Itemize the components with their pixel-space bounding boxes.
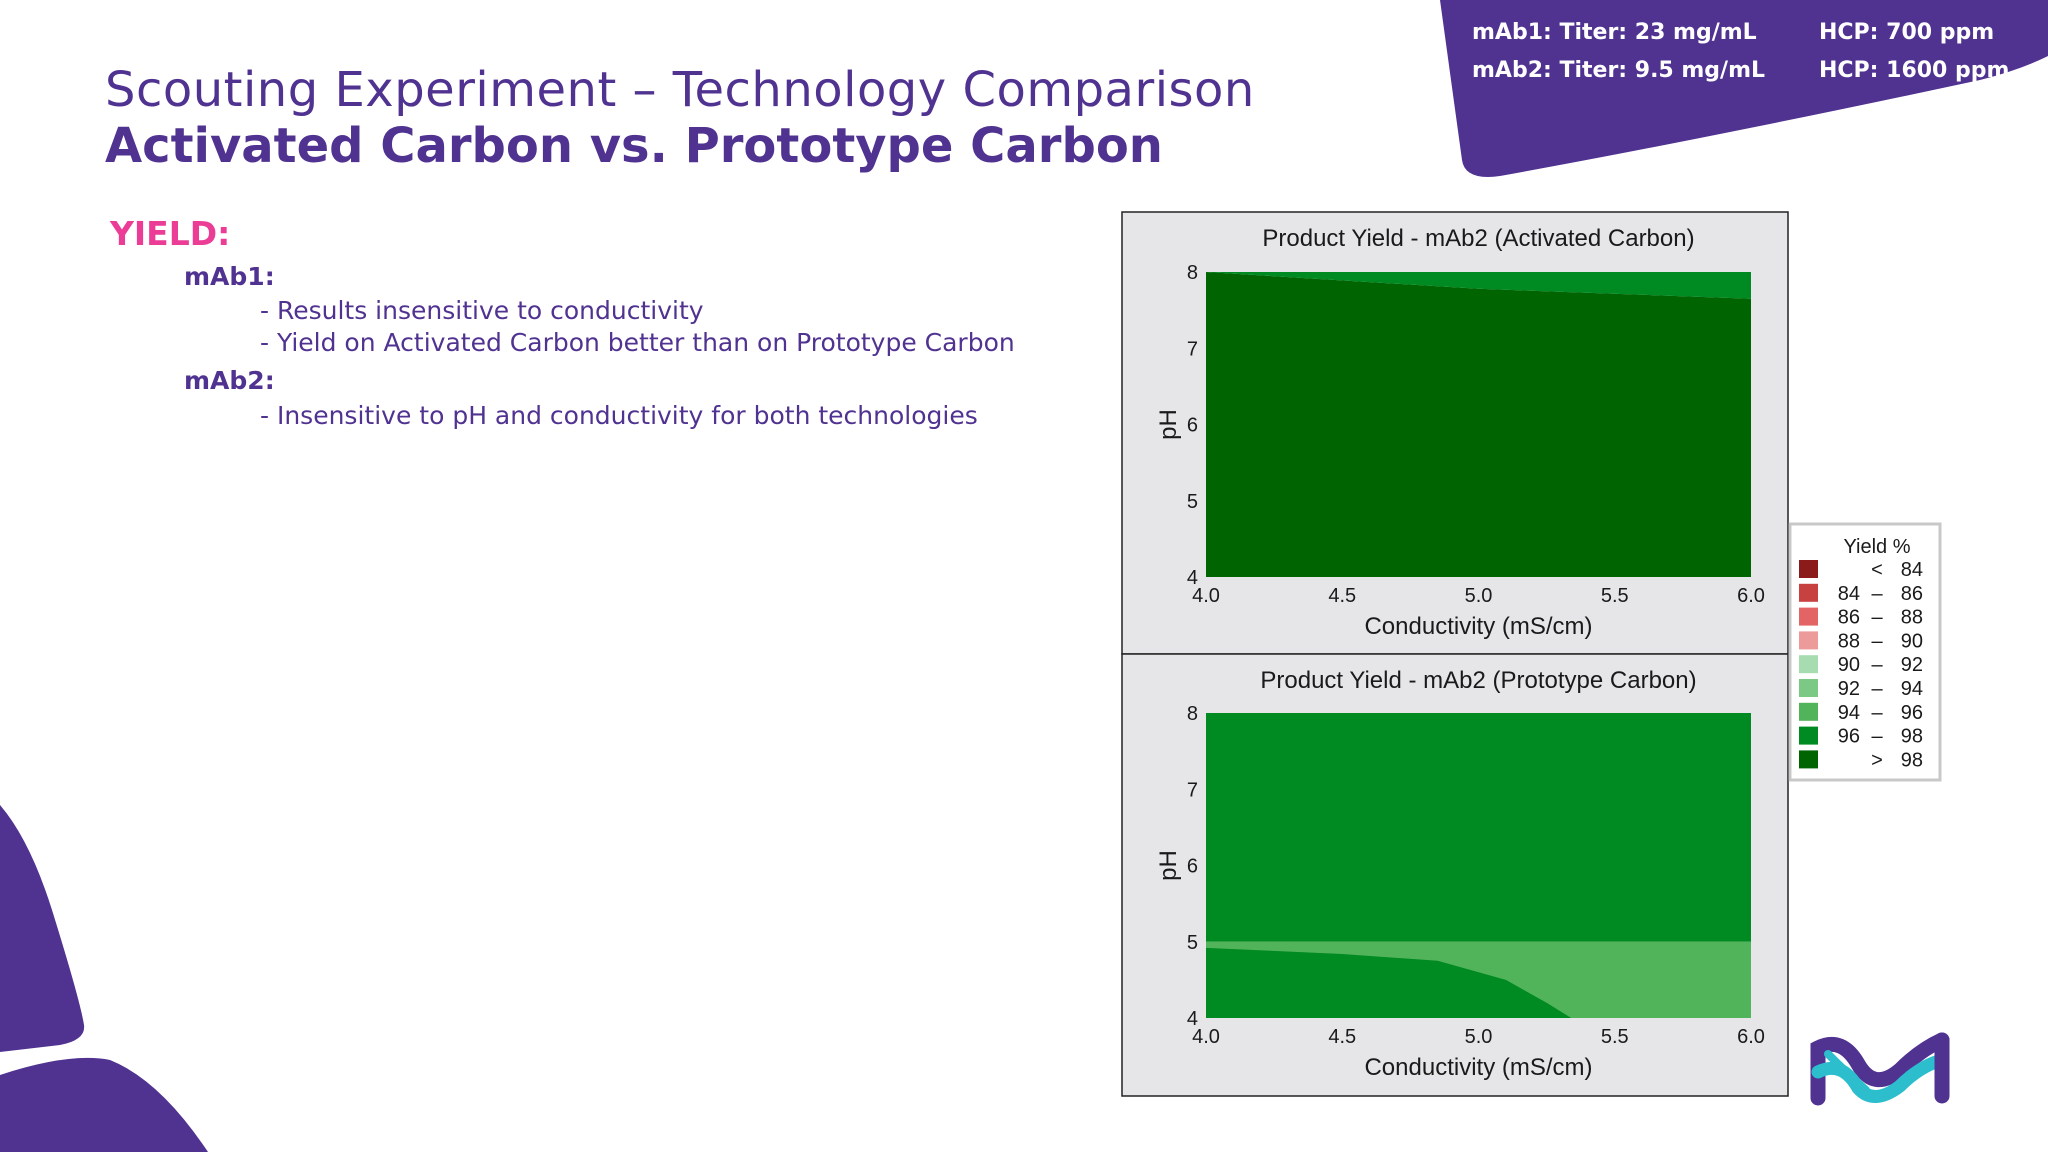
- legend-range-low: 88: [1838, 630, 1860, 652]
- mab1-bullet-2: - Yield on Activated Carbon better than …: [260, 328, 1015, 357]
- y-tick-label: 5: [1187, 932, 1198, 954]
- legend-range-low: 92: [1838, 678, 1860, 700]
- mab1-label: mAb1:: [184, 262, 275, 291]
- x-tick-label: 4.5: [1328, 1026, 1356, 1048]
- contour-region: [1206, 272, 1751, 299]
- legend-range-low: 94: [1838, 702, 1860, 724]
- x-tick-label: 6.0: [1737, 585, 1765, 607]
- y-axis-label: pH: [1155, 850, 1182, 881]
- mab2-hcp: HCP: 1600 ppm: [1819, 58, 2010, 83]
- y-axis-label: pH: [1155, 409, 1182, 440]
- legend-range-sep: –: [1871, 702, 1883, 724]
- y-tick-label: 8: [1187, 703, 1198, 725]
- legend-swatch: [1799, 726, 1818, 745]
- y-tick-label: 7: [1187, 338, 1198, 360]
- legend-swatch: [1799, 607, 1818, 626]
- legend-range-high: 90: [1901, 630, 1923, 652]
- contour-region: [1206, 272, 1751, 577]
- legend-swatch: [1799, 702, 1818, 721]
- legend-range-high: 84: [1901, 559, 1923, 581]
- x-tick-label: 5.0: [1465, 1026, 1493, 1048]
- legend-range-low: 86: [1838, 607, 1860, 629]
- bottom-left-blob-upper: [0, 805, 85, 1052]
- page-title: Scouting Experiment – Technology Compari…: [105, 62, 1255, 118]
- x-tick-label: 4.5: [1328, 585, 1356, 607]
- legend-swatch: [1799, 560, 1818, 578]
- mab2-titer: mAb2: Titer: 9.5 mg/mL: [1472, 58, 1766, 83]
- legend: Yield %< 8484–8686–8888–9090–9292–9494–96…: [1788, 522, 1942, 782]
- x-tick-label: 6.0: [1737, 1026, 1765, 1048]
- y-tick-label: 4: [1187, 1008, 1198, 1030]
- y-tick-label: 8: [1187, 262, 1198, 284]
- chart-panel-2: Product Yield - mAb2 (Prototype Carbon) 4…: [1121, 653, 1789, 1097]
- legend-range-high: 86: [1901, 583, 1923, 605]
- legend-range-high: 96: [1901, 702, 1923, 724]
- x-axis-label: Conductivity (mS/cm): [1364, 613, 1592, 640]
- legend-swatch: [1799, 679, 1818, 697]
- header-banner-shape: [1440, 0, 2048, 177]
- legend-range-sep: <: [1871, 559, 1883, 581]
- legend-swatch: [1799, 655, 1818, 674]
- y-tick-label: 6: [1187, 856, 1198, 878]
- legend-range-sep: >: [1871, 749, 1883, 771]
- legend-swatch: [1799, 631, 1818, 650]
- x-tick-label: 5.5: [1601, 585, 1629, 607]
- x-tick-label: 5.0: [1465, 585, 1493, 607]
- legend-title: Yield %: [1843, 536, 1910, 558]
- bottom-left-blob-lower: [0, 1057, 208, 1152]
- legend-range-high: 94: [1901, 678, 1923, 700]
- y-tick-label: 6: [1187, 415, 1198, 437]
- chart-panel-1: Product Yield - mAb2 (Activated Carbon) 4…: [1121, 211, 1789, 655]
- contour-region: [1206, 713, 1751, 942]
- contour-region: [1206, 947, 1572, 1018]
- x-tick-label: 4.0: [1192, 585, 1220, 607]
- legend-swatch: [1799, 583, 1818, 602]
- mab1-bullet-1: - Results insensitive to conductivity: [260, 296, 704, 325]
- legend-range-sep: –: [1871, 583, 1883, 605]
- mab1-hcp: HCP: 700 ppm: [1819, 20, 1995, 45]
- legend-range-sep: –: [1871, 726, 1883, 748]
- y-tick-label: 4: [1187, 567, 1198, 589]
- legend-range-low: 90: [1838, 654, 1860, 676]
- merck-logo-icon: [1810, 1032, 1950, 1106]
- y-tick-label: 5: [1187, 491, 1198, 513]
- chart-title: Product Yield - mAb2 (Prototype Carbon): [1260, 667, 1696, 694]
- legend-range-sep: –: [1871, 678, 1883, 700]
- legend-range-high: 92: [1901, 654, 1923, 676]
- x-tick-label: 4.0: [1192, 1026, 1220, 1048]
- mab2-bullet-1: - Insensitive to pH and conductivity for…: [260, 401, 978, 430]
- legend-range-high: 88: [1901, 607, 1923, 629]
- mab2-label: mAb2:: [184, 366, 275, 395]
- x-tick-label: 5.5: [1601, 1026, 1629, 1048]
- x-axis-label: Conductivity (mS/cm): [1364, 1054, 1592, 1081]
- legend-range-high: 98: [1901, 726, 1923, 748]
- page-subtitle: Activated Carbon vs. Prototype Carbon: [105, 118, 1163, 174]
- legend-swatch: [1799, 750, 1818, 769]
- mab1-titer: mAb1: Titer: 23 mg/mL: [1472, 20, 1757, 45]
- chart-title: Product Yield - mAb2 (Activated Carbon): [1262, 225, 1694, 252]
- legend-range-low: 96: [1838, 726, 1860, 748]
- legend-range-sep: –: [1871, 630, 1883, 652]
- legend-range-low: 84: [1838, 583, 1860, 605]
- legend-range-high: 98: [1901, 749, 1923, 771]
- legend-range-sep: –: [1871, 654, 1883, 676]
- y-tick-label: 7: [1187, 779, 1198, 801]
- legend-range-sep: –: [1871, 607, 1883, 629]
- yield-heading: YIELD:: [110, 214, 231, 253]
